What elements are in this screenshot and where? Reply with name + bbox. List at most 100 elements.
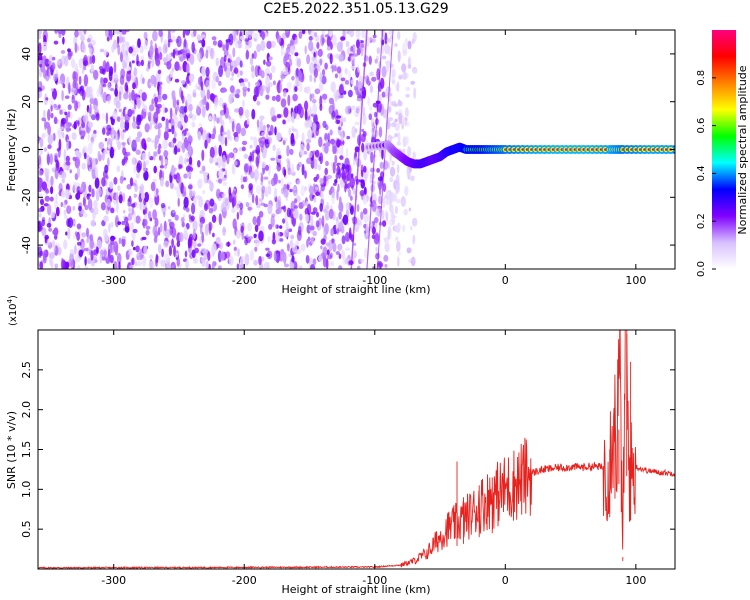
- noise-speckle: [275, 199, 281, 211]
- noise-speckle: [252, 216, 257, 226]
- noise-speckle: [396, 240, 401, 252]
- noise-speckle: [35, 135, 38, 143]
- noise-speckle: [286, 145, 290, 157]
- noise-speckle: [110, 221, 114, 228]
- x-tick-label: 100: [625, 274, 646, 287]
- y-tick-label: -40: [20, 236, 33, 254]
- noise-speckle: [240, 174, 243, 183]
- noise-speckle: [341, 235, 346, 245]
- noise-speckle: [253, 50, 257, 60]
- noise-speckle: [270, 157, 276, 161]
- noise-speckle: [376, 47, 380, 55]
- noise-speckle: [231, 71, 235, 77]
- noise-speckle: [282, 166, 286, 176]
- noise-speckle: [136, 260, 143, 267]
- noise-speckle: [349, 176, 356, 189]
- noise-speckle: [257, 30, 262, 33]
- noise-speckle: [188, 233, 194, 242]
- x-tick-label: -300: [101, 574, 126, 587]
- noise-speckle: [356, 265, 361, 269]
- noise-speckle: [362, 106, 366, 116]
- noise-speckle: [191, 202, 196, 215]
- noise-speckle: [201, 129, 207, 141]
- noise-speckle: [124, 82, 128, 92]
- noise-speckle: [307, 129, 313, 140]
- noise-speckle: [102, 247, 107, 251]
- noise-speckle: [69, 169, 72, 174]
- noise-speckle: [290, 132, 295, 145]
- noise-speckle: [127, 108, 133, 118]
- noise-speckle: [332, 242, 337, 253]
- noise-speckle: [231, 197, 235, 209]
- noise-speckle: [89, 238, 94, 250]
- noise-speckle: [247, 30, 253, 39]
- noise-speckle: [104, 137, 108, 142]
- noise-speckle: [324, 210, 330, 221]
- noise-speckle: [329, 53, 333, 65]
- noise-speckle: [53, 73, 58, 82]
- noise-speckle: [304, 170, 307, 179]
- noise-speckle: [177, 197, 180, 207]
- snr-x-ticks: -300 -200 -100 0 100: [101, 330, 646, 587]
- noise-speckle: [235, 204, 240, 211]
- noise-speckle: [131, 95, 135, 101]
- noise-speckle: [241, 140, 248, 146]
- noise-speckle: [285, 52, 290, 61]
- noise-speckle: [369, 71, 374, 77]
- noise-speckle: [314, 88, 321, 95]
- noise-speckle: [122, 192, 126, 203]
- noise-speckle: [218, 97, 224, 107]
- noise-speckle: [154, 217, 159, 227]
- noise-speckle: [391, 72, 395, 84]
- noise-speckle: [378, 126, 383, 138]
- noise-speckle: [101, 113, 106, 120]
- noise-speckle: [205, 79, 211, 92]
- noise-speckle: [76, 166, 81, 178]
- noise-speckle: [294, 36, 299, 45]
- noise-speckle: [116, 252, 122, 265]
- noise-speckle: [196, 52, 201, 60]
- noise-speckle: [287, 94, 291, 107]
- noise-speckle: [368, 37, 372, 41]
- noise-speckle: [106, 61, 110, 73]
- noise-speckle: [280, 248, 285, 255]
- noise-speckle: [200, 247, 207, 254]
- noise-speckle: [91, 54, 96, 64]
- noise-speckle: [131, 60, 135, 64]
- noise-speckle: [304, 207, 309, 216]
- noise-speckle: [245, 201, 250, 208]
- noise-speckle: [41, 219, 46, 227]
- noise-speckle: [370, 151, 374, 164]
- colorbar: 0.0 0.2 0.4 0.6 0.8 Normalized spectral ampl…: [696, 30, 749, 277]
- noise-speckle: [374, 58, 378, 64]
- noise-speckle: [44, 99, 48, 106]
- noise-speckle: [271, 40, 276, 48]
- noise-speckle: [50, 211, 55, 219]
- noise-speckle: [341, 144, 344, 151]
- noise-speckle: [97, 150, 101, 161]
- noise-speckle: [282, 119, 286, 123]
- noise-speckle: [294, 209, 299, 220]
- noise-speckle: [109, 30, 113, 41]
- noise-speckle: [228, 115, 231, 120]
- noise-speckle: [53, 116, 58, 125]
- noise-speckle: [338, 211, 342, 220]
- noise-speckle: [241, 146, 246, 152]
- noise-speckle: [42, 55, 47, 62]
- noise-speckle: [251, 151, 255, 162]
- noise-speckle: [138, 88, 144, 96]
- noise-speckle: [239, 202, 244, 210]
- noise-speckle: [236, 263, 240, 269]
- noise-speckle: [309, 225, 315, 231]
- noise-speckle: [74, 63, 79, 75]
- noise-speckle: [153, 236, 158, 243]
- noise-speckle: [355, 79, 359, 88]
- noise-speckle: [174, 186, 178, 191]
- noise-speckle: [157, 69, 162, 75]
- noise-speckle: [244, 253, 250, 266]
- noise-speckle: [179, 56, 184, 62]
- noise-speckle: [99, 48, 105, 53]
- noise-speckle: [269, 72, 273, 81]
- noise-speckle: [366, 76, 369, 85]
- noise-speckle: [334, 73, 338, 79]
